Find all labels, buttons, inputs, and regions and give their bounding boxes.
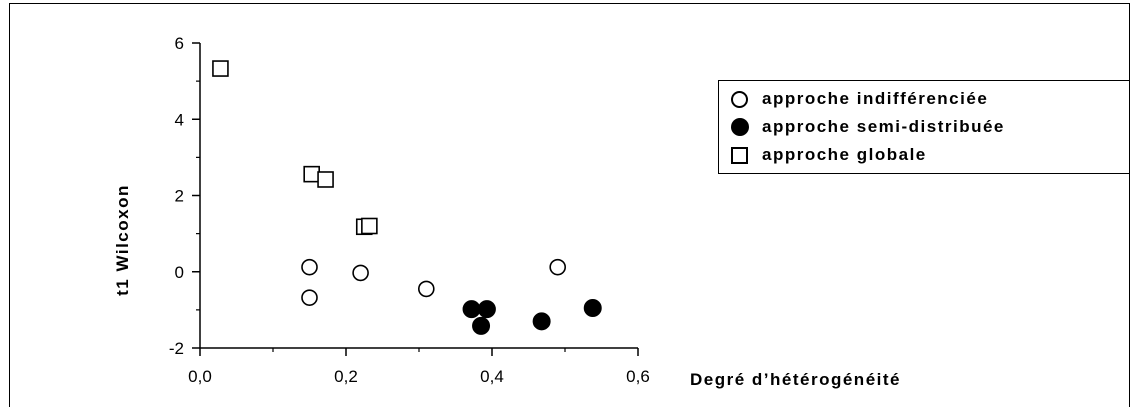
legend: approche indifférenciée approche semi-di…	[718, 80, 1130, 174]
point-semi-distribuee	[472, 316, 491, 335]
point-indifferenciee	[301, 289, 318, 306]
open-square-icon	[731, 146, 748, 164]
point-semi-distribuee	[532, 312, 551, 331]
point-semi-distribuee	[477, 300, 496, 319]
y-tick-label: 0	[175, 263, 184, 282]
axes	[192, 42, 639, 356]
legend-item-globale: approche globale	[731, 143, 927, 167]
point-globale	[361, 217, 378, 235]
legend-label: approche globale	[762, 145, 927, 164]
chart-frame	[9, 3, 1130, 407]
y-tick-label: -2	[169, 339, 184, 358]
y-tick-label: 2	[175, 187, 184, 206]
point-globale	[303, 165, 320, 183]
x-axis-title: Degré d’hétérogénéité	[690, 370, 901, 389]
y-tick-label: 4	[175, 110, 184, 129]
point-globale	[212, 60, 229, 77]
open-circle-icon	[731, 90, 748, 108]
y-tick-label: 6	[175, 34, 184, 53]
y-axis-title: t1 Wilcoxon	[113, 184, 132, 296]
legend-label: approche semi-distribuée	[762, 117, 1005, 136]
filled-circle-icon	[731, 118, 749, 136]
point-semi-distribuee	[462, 300, 481, 319]
x-tick-label: 0,6	[626, 367, 650, 386]
data-points	[212, 60, 602, 335]
point-globale	[317, 171, 334, 188]
x-tick-label: 0,0	[188, 367, 212, 386]
x-tick-label: 0,4	[480, 367, 504, 386]
point-indifferenciee	[301, 258, 318, 276]
x-tick-label: 0,2	[334, 367, 358, 386]
point-indifferenciee	[549, 258, 567, 276]
point-semi-distribuee	[583, 298, 602, 317]
point-indifferenciee	[352, 264, 369, 282]
point-indifferenciee	[417, 280, 435, 298]
tick-labels: -2 0 2 4 6 0,0 0,2 0,4 0,6	[169, 34, 650, 386]
legend-item-semi-distribuee: approche semi-distribuée	[731, 115, 1005, 139]
legend-item-indifferenciee: approche indifférenciée	[731, 87, 988, 111]
legend-label: approche indifférenciée	[762, 89, 989, 108]
